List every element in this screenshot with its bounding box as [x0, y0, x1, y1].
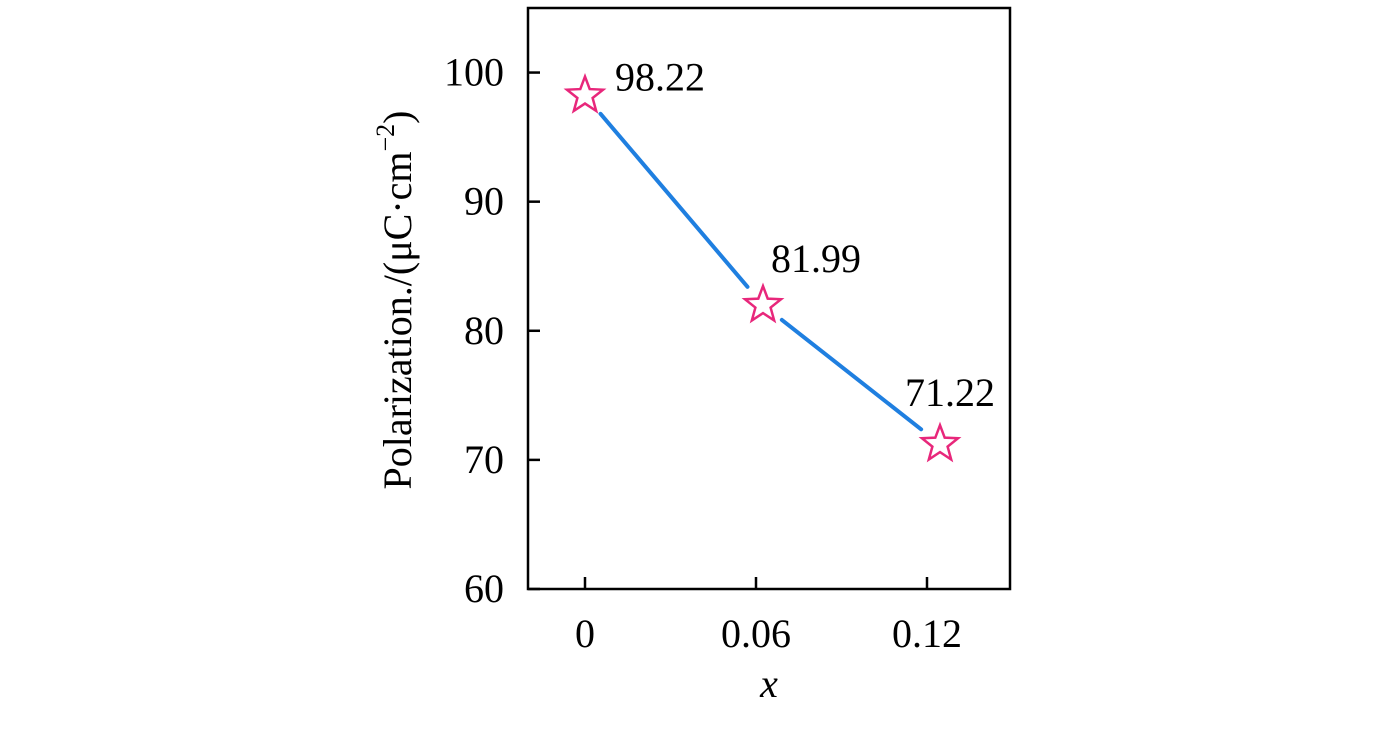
- x-tick-label: 0: [575, 611, 595, 656]
- series-line-segment: [779, 317, 924, 432]
- y-axis-ticks: 60 70 80 90 100: [444, 50, 540, 611]
- series-layer: 98.22 81.99 71.22: [563, 55, 995, 463]
- plot-frame: [526, 6, 1012, 591]
- y-tick-label: 80: [464, 308, 504, 353]
- data-point-star: [741, 282, 785, 324]
- data-point-star: [918, 421, 962, 463]
- x-axis-ticks: 0 0.06 0.12: [575, 577, 962, 656]
- x-tick-label: 0.06: [721, 611, 791, 656]
- y-tick-label: 70: [464, 437, 504, 482]
- series-line-segment: [598, 111, 750, 289]
- data-label: 81.99: [771, 236, 861, 281]
- data-label: 71.22: [905, 370, 995, 415]
- x-axis-label: x: [759, 661, 778, 706]
- y-axis-label: Polarization./(μC·cm−2): [371, 110, 420, 489]
- data-point-star: [563, 72, 607, 114]
- x-tick-label: 0.12: [892, 611, 962, 656]
- y-tick-label: 60: [464, 566, 504, 611]
- y-axis-label-close: ): [375, 110, 420, 123]
- y-tick-label: 100: [444, 50, 504, 95]
- y-axis-label-superscript: −2: [371, 124, 400, 152]
- y-axis-label-main: Polarization./(μC·cm: [375, 151, 420, 489]
- data-label: 98.22: [615, 55, 705, 100]
- y-tick-label: 90: [464, 179, 504, 224]
